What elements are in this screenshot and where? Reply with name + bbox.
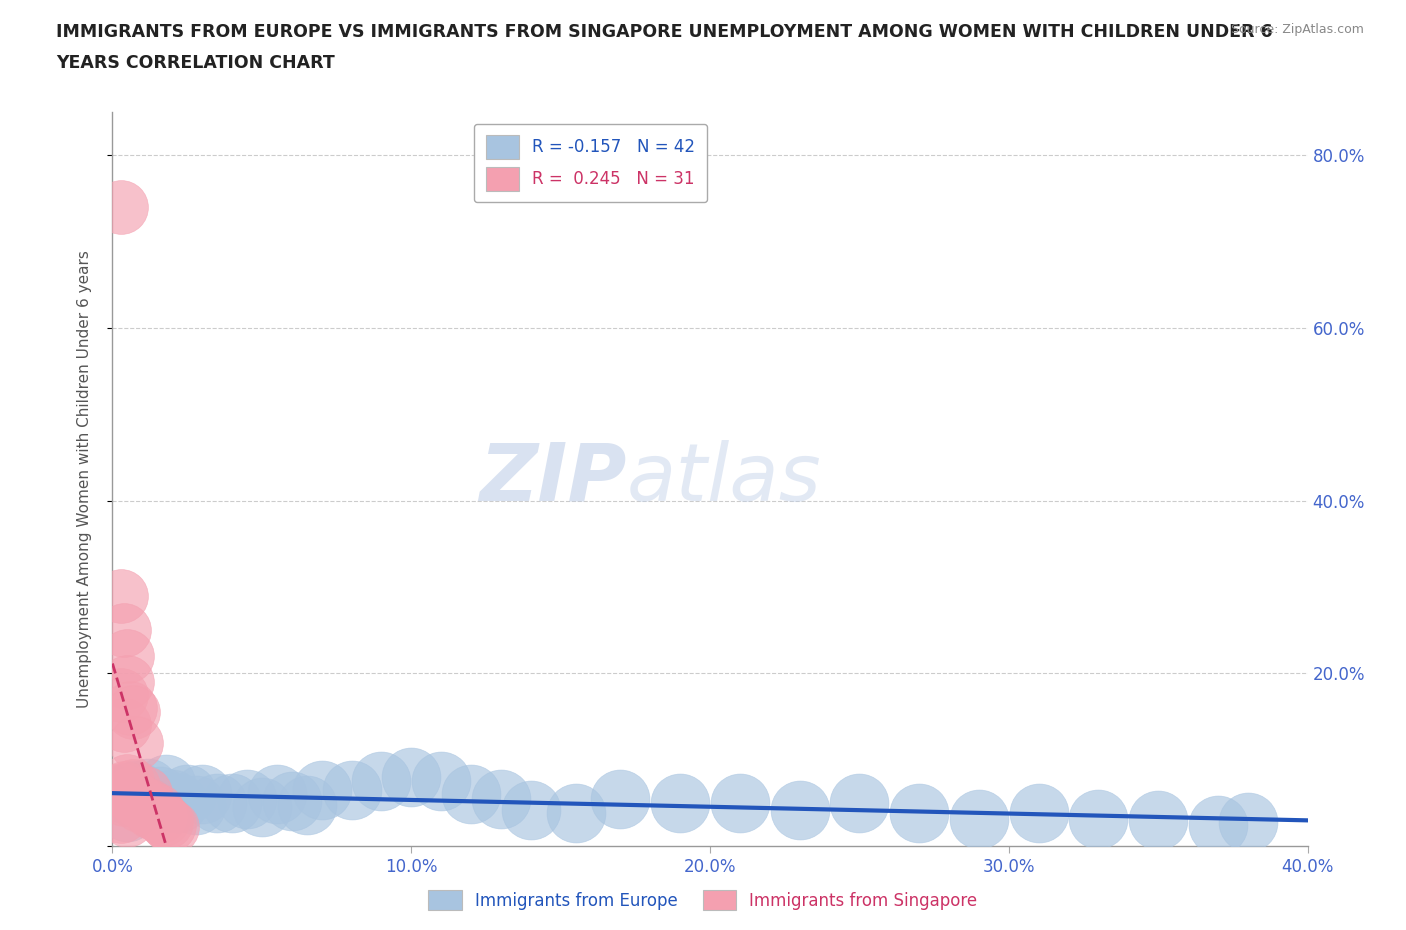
Point <box>131 787 153 802</box>
Y-axis label: Unemployment Among Women with Children Under 6 years: Unemployment Among Women with Children U… <box>77 250 91 708</box>
Point <box>430 774 453 789</box>
Point <box>669 796 692 811</box>
Point <box>149 789 172 804</box>
Point <box>266 787 288 802</box>
Point <box>110 687 132 702</box>
Point <box>143 791 166 806</box>
Point <box>1028 806 1050 821</box>
Legend: R = -0.157   N = 42, R =  0.245   N = 31: R = -0.157 N = 42, R = 0.245 N = 31 <box>474 124 707 203</box>
Point <box>134 785 156 800</box>
Point <box>122 705 145 720</box>
Point <box>117 804 139 819</box>
Point <box>114 785 135 800</box>
Point <box>609 791 631 806</box>
Point <box>191 787 214 802</box>
Point <box>311 783 333 798</box>
Point <box>564 806 586 821</box>
Point <box>520 803 543 817</box>
Point <box>125 791 148 806</box>
Text: YEARS CORRELATION CHART: YEARS CORRELATION CHART <box>56 54 335 72</box>
Point <box>120 700 142 715</box>
Point <box>143 806 166 821</box>
Point <box>120 789 142 804</box>
Text: Source: ZipAtlas.com: Source: ZipAtlas.com <box>1230 23 1364 36</box>
Point <box>157 817 180 832</box>
Point <box>967 811 990 826</box>
Point <box>1087 811 1109 826</box>
Point <box>460 787 482 802</box>
Legend: Immigrants from Europe, Immigrants from Singapore: Immigrants from Europe, Immigrants from … <box>422 884 984 917</box>
Point <box>128 797 150 812</box>
Point <box>122 778 145 793</box>
Point <box>110 199 132 214</box>
Point <box>167 796 190 811</box>
Point <box>236 791 259 806</box>
Point <box>149 808 172 823</box>
Point <box>340 783 363 798</box>
Point <box>117 813 139 828</box>
Point <box>114 623 135 638</box>
Point <box>162 820 183 835</box>
Point <box>1237 815 1260 830</box>
Point <box>117 649 139 664</box>
Point <box>110 588 132 603</box>
Point <box>138 797 160 812</box>
Point <box>908 806 931 821</box>
Point <box>295 797 318 812</box>
Point <box>114 718 135 733</box>
Point <box>110 808 132 823</box>
Point <box>146 803 169 817</box>
Text: ZIP: ZIP <box>479 440 627 518</box>
Point <box>728 796 751 811</box>
Text: atlas: atlas <box>627 440 821 518</box>
Point <box>141 804 163 819</box>
Point <box>1206 817 1229 832</box>
Point <box>370 774 392 789</box>
Point <box>848 796 870 811</box>
Point <box>489 791 512 806</box>
Point <box>221 796 243 811</box>
Point <box>110 783 132 798</box>
Point <box>138 780 160 795</box>
Point <box>114 780 135 795</box>
Point <box>186 797 208 812</box>
Point <box>117 774 139 789</box>
Point <box>162 791 183 806</box>
Point <box>131 796 153 811</box>
Point <box>125 783 148 798</box>
Point <box>250 800 273 815</box>
Point <box>155 777 177 791</box>
Point <box>1147 813 1170 828</box>
Point <box>117 674 139 689</box>
Point <box>205 796 228 811</box>
Point <box>120 787 142 802</box>
Point <box>789 803 811 817</box>
Point <box>155 815 177 830</box>
Point <box>281 794 304 809</box>
Point <box>401 770 423 785</box>
Point <box>125 735 148 750</box>
Text: IMMIGRANTS FROM EUROPE VS IMMIGRANTS FROM SINGAPORE UNEMPLOYMENT AMONG WOMEN WIT: IMMIGRANTS FROM EUROPE VS IMMIGRANTS FRO… <box>56 23 1272 41</box>
Point <box>176 787 198 802</box>
Point <box>152 811 174 826</box>
Point <box>114 791 135 806</box>
